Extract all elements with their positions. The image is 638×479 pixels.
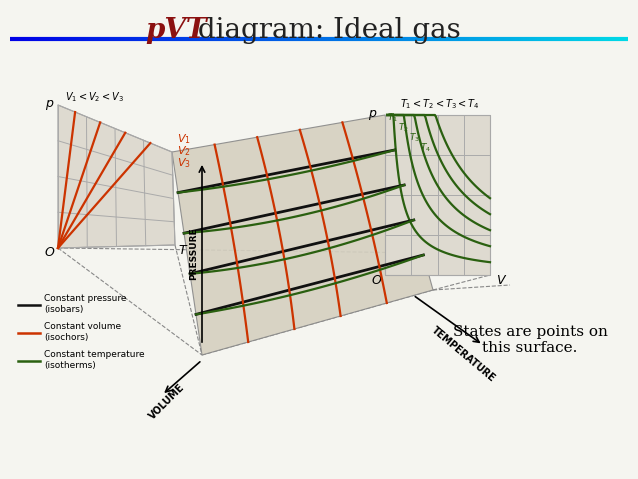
Text: $p$: $p$ bbox=[368, 108, 378, 122]
Text: $V_1$: $V_1$ bbox=[177, 132, 191, 146]
Text: $T_1 < T_2 < T_3 < T_4$: $T_1 < T_2 < T_3 < T_4$ bbox=[400, 97, 480, 111]
Text: States are points on
this surface.: States are points on this surface. bbox=[452, 325, 607, 355]
Polygon shape bbox=[385, 115, 490, 275]
Polygon shape bbox=[58, 105, 175, 248]
Text: $T_3$: $T_3$ bbox=[409, 131, 420, 144]
Text: Constant temperature
(isotherms): Constant temperature (isotherms) bbox=[44, 350, 145, 370]
Text: $V_3$: $V_3$ bbox=[177, 156, 191, 170]
Text: PRESSURE: PRESSURE bbox=[189, 227, 198, 280]
Text: $V$: $V$ bbox=[496, 274, 508, 286]
Text: diagram: Ideal gas: diagram: Ideal gas bbox=[189, 17, 461, 44]
Text: $T_2$: $T_2$ bbox=[398, 121, 409, 134]
Text: TEMPERATURE: TEMPERATURE bbox=[429, 325, 497, 384]
Polygon shape bbox=[172, 115, 433, 355]
Text: $O$: $O$ bbox=[371, 274, 383, 286]
Text: $p$: $p$ bbox=[45, 98, 55, 112]
Text: Constant volume
(isochors): Constant volume (isochors) bbox=[44, 322, 121, 342]
Text: pVT: pVT bbox=[145, 17, 207, 44]
Text: Constant pressure
(isobars): Constant pressure (isobars) bbox=[44, 294, 126, 314]
Text: $O$: $O$ bbox=[44, 247, 56, 260]
Text: $V_1 < V_2 < V_3$: $V_1 < V_2 < V_3$ bbox=[65, 90, 124, 104]
Text: $T_1$: $T_1$ bbox=[387, 111, 398, 124]
Text: $T_4$: $T_4$ bbox=[420, 141, 431, 153]
Text: $V_2$: $V_2$ bbox=[177, 144, 191, 158]
Text: VOLUME: VOLUME bbox=[147, 383, 187, 422]
Text: $T$: $T$ bbox=[178, 243, 188, 256]
